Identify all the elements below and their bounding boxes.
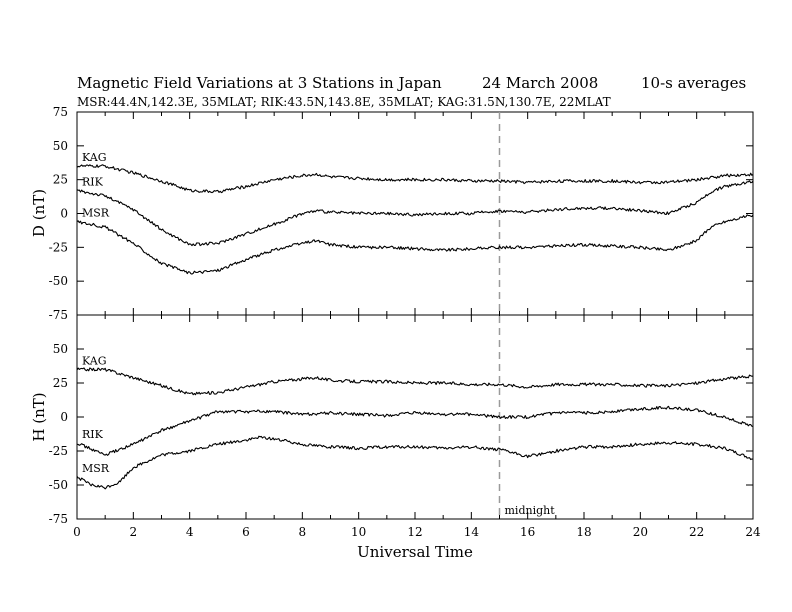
y-tick-label: 25	[53, 173, 68, 187]
midnight-label: midnight	[505, 504, 556, 517]
y-tick-label: 0	[60, 207, 68, 221]
x-tick-label: 14	[464, 525, 480, 539]
x-tick-label: 6	[242, 525, 250, 539]
y-tick-label: 25	[53, 376, 68, 390]
station-label-rik: RIK	[82, 428, 104, 441]
chart-subtitle: MSR:44.4N,142.3E, 35MLAT; RIK:43.5N,143.…	[77, 95, 611, 109]
y-tick-label: 50	[53, 139, 68, 153]
chart-title: Magnetic Field Variations at 3 Stations …	[77, 74, 442, 92]
x-axis-label: Universal Time	[357, 543, 473, 561]
top-panel-frame	[76, 111, 754, 316]
series-line-top-msr	[76, 214, 754, 275]
station-label-kag: KAG	[82, 151, 107, 164]
top-panel-series: KAG RIK MSR	[76, 151, 754, 275]
y-tick-label: 0	[60, 410, 68, 424]
y-tick-label: -75	[49, 512, 68, 526]
station-label-msr: MSR	[82, 462, 110, 475]
y-tick-label: 50	[53, 342, 68, 356]
top-ylabel: D (nT)	[30, 189, 48, 237]
bottom-ylabel: H (nT)	[30, 392, 48, 441]
y-tick-label: -50	[49, 274, 68, 288]
y-tick-label: -75	[49, 308, 68, 322]
station-label-kag: KAG	[82, 354, 107, 367]
x-tick-label: 8	[299, 525, 307, 539]
y-tick-label: -25	[49, 240, 68, 254]
y-tick-label: 75	[53, 105, 68, 119]
x-tick-label: 22	[689, 525, 704, 539]
x-tick-label: 18	[576, 525, 591, 539]
y-tick-label: -50	[49, 478, 68, 492]
x-tick-label: 24	[745, 525, 761, 539]
x-tick-label: 20	[633, 525, 648, 539]
x-tick-label: 10	[351, 525, 366, 539]
chart-averaging: 10-s averages	[641, 74, 746, 92]
station-label-rik: RIK	[82, 175, 104, 188]
series-line-top-kag	[76, 164, 754, 194]
series-line-bottom-rik	[76, 405, 754, 456]
series-line-top-rik	[76, 180, 754, 247]
bottom-panel-frame	[76, 314, 754, 520]
station-label-msr: MSR	[82, 207, 110, 220]
x-tick-label: 4	[186, 525, 194, 539]
series-line-bottom-kag	[76, 367, 753, 396]
x-tick-label: 16	[520, 525, 535, 539]
y-tick-label: -25	[49, 444, 68, 458]
chart-date: 24 March 2008	[482, 74, 598, 92]
x-tick-label: 12	[407, 525, 422, 539]
x-tick-label: 0	[73, 525, 81, 539]
top-panel-ticks: 75 50 25 0 -25 -50 -75	[49, 105, 754, 322]
bottom-panel-series: KAG RIK MSR	[76, 354, 754, 490]
x-tick-label: 2	[130, 525, 138, 539]
series-line-bottom-msr	[76, 435, 754, 490]
